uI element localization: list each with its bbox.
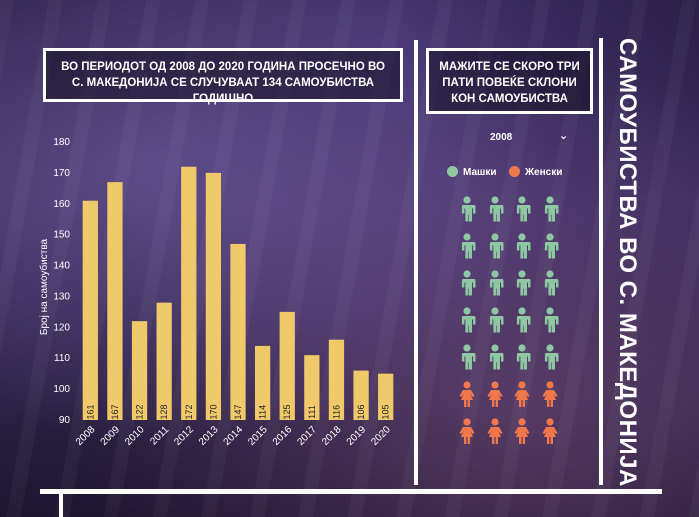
y-tick-label: 100	[53, 384, 70, 395]
divider-bottom	[40, 489, 662, 494]
divider-left	[414, 40, 418, 485]
male-person-icon	[540, 233, 560, 259]
female-person-icon	[512, 418, 532, 444]
bar-value-label: 147	[233, 404, 243, 419]
male-person-icon	[512, 307, 532, 333]
male-person-icon	[457, 233, 477, 259]
bar-value-label: 114	[258, 405, 268, 419]
legend-item-female: Женски	[509, 166, 562, 178]
x-tick-label: 2016	[271, 424, 295, 448]
male-person-icon	[512, 344, 532, 370]
y-tick-label: 180	[53, 137, 70, 148]
x-tick-label: 2010	[123, 424, 147, 448]
y-tick-label: 160	[53, 199, 70, 210]
male-person-icon	[485, 270, 505, 296]
chevron-down-icon: ⌄	[559, 130, 569, 142]
bar	[230, 243, 246, 420]
male-person-icon	[457, 307, 477, 333]
bar	[304, 355, 320, 420]
female-person-icon	[457, 418, 477, 444]
y-tick-label: 110	[54, 353, 70, 364]
male-person-icon	[540, 270, 560, 296]
bar	[378, 373, 394, 420]
bar	[131, 321, 148, 420]
bar	[279, 311, 295, 420]
x-tick-label: 2008	[74, 424, 98, 448]
bar	[353, 370, 369, 420]
bar-value-label: 122	[135, 404, 145, 419]
x-tick-label: 2020	[369, 424, 393, 448]
bar-value-label: 106	[356, 404, 366, 419]
y-tick-label: 140	[53, 261, 70, 272]
page-title: САМОУБИСТВА ВО С. МАКЕДОНИЈА	[614, 38, 641, 487]
bar	[328, 339, 345, 420]
x-tick-label: 2018	[320, 424, 344, 448]
bar	[205, 172, 222, 420]
pictogram-title: МАЖИТЕ СЕ СКОРО ТРИ ПАТИ ПОВЕЌЕ СКЛОНИ К…	[426, 48, 593, 114]
female-person-icon	[540, 418, 560, 444]
male-person-icon	[457, 196, 477, 222]
x-tick-label: 2017	[295, 424, 319, 448]
female-person-icon	[540, 381, 560, 407]
x-tick-label: 2011	[148, 424, 171, 447]
year-select-value: 2008	[490, 132, 513, 143]
legend-label-male: Машки	[463, 167, 497, 178]
male-dot-icon	[447, 166, 458, 177]
legend-item-male: Машки	[447, 166, 497, 178]
x-tick-label: 2009	[99, 424, 123, 448]
bar-value-label: 170	[208, 404, 218, 419]
male-person-icon	[512, 196, 532, 222]
bar	[181, 166, 197, 420]
male-person-icon	[540, 307, 560, 333]
bar-value-label: 111	[307, 405, 317, 419]
x-tick-label: 2015	[246, 424, 270, 448]
male-person-icon	[485, 344, 505, 370]
y-tick-label: 120	[53, 322, 70, 333]
x-tick-label: 2012	[172, 424, 196, 448]
chart-title: ВО ПЕРИОДОТ ОД 2008 ДО 2020 ГОДИНА ПРОСЕ…	[43, 48, 403, 105]
x-tick-label: 2013	[197, 424, 221, 448]
x-tick-label: 2014	[222, 424, 246, 448]
divider-right	[599, 38, 603, 485]
male-person-icon	[485, 233, 505, 259]
legend-label-female: Женски	[525, 167, 563, 178]
male-person-icon	[540, 196, 560, 222]
y-tick-label: 150	[53, 230, 70, 241]
female-dot-icon	[509, 166, 520, 177]
female-person-icon	[485, 418, 505, 444]
male-person-icon	[485, 196, 505, 222]
bar	[156, 302, 172, 420]
male-person-icon	[485, 307, 505, 333]
male-person-icon	[457, 270, 477, 296]
male-person-icon	[457, 344, 477, 370]
bar	[107, 182, 123, 420]
male-person-icon	[540, 344, 560, 370]
bar-chart: 90 100 110 120 130 140 150 160 170 180 Број на сам…	[38, 137, 394, 448]
bar-value-label: 172	[184, 404, 194, 419]
divider-bottom-stub	[59, 494, 63, 517]
y-axis-label: Број на самоубиства	[38, 238, 50, 335]
bar-value-label: 125	[282, 404, 292, 419]
bar-value-label: 128	[159, 404, 169, 419]
male-person-icon	[512, 233, 532, 259]
y-tick-label: 130	[53, 291, 70, 302]
x-tick-label: 2019	[345, 424, 369, 448]
y-tick-label: 90	[59, 415, 71, 426]
year-select[interactable]: 2008 ⌄	[468, 130, 578, 146]
bar	[254, 345, 271, 420]
male-person-icon	[512, 270, 532, 296]
female-person-icon	[485, 381, 505, 407]
pictogram	[457, 196, 567, 458]
bar-value-label: 161	[85, 404, 95, 419]
female-person-icon	[457, 381, 477, 407]
bar-value-label: 105	[381, 404, 391, 419]
y-tick-label: 170	[53, 168, 70, 179]
bar-value-label: 167	[110, 404, 120, 419]
bar	[82, 200, 98, 420]
female-person-icon	[512, 381, 532, 407]
bar-value-label: 116	[331, 405, 341, 419]
